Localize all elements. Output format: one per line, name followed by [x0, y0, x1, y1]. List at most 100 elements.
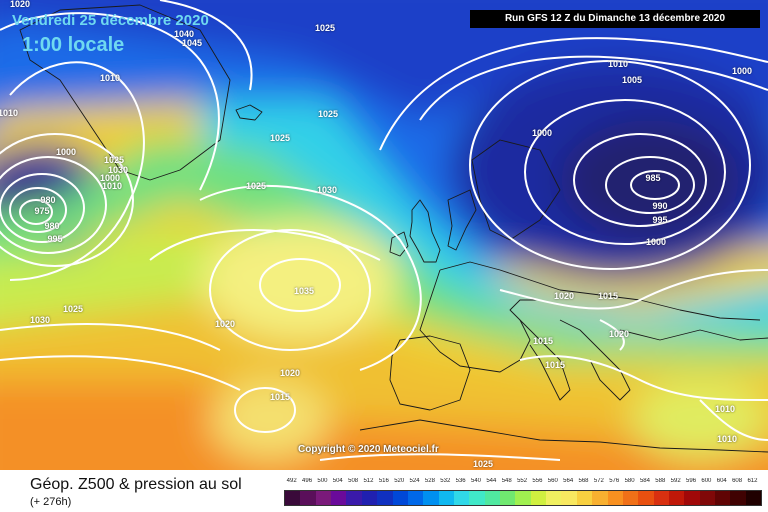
colorbar-swatch: [331, 491, 347, 505]
colorbar-swatch: [469, 491, 485, 505]
pressure-label: 1030: [107, 165, 129, 175]
colorbar-tick-label: 580: [624, 478, 635, 484]
pressure-label: 1025: [317, 109, 339, 119]
pressure-label: 1000: [731, 66, 753, 76]
pressure-label: 975: [34, 206, 50, 216]
forecast-lead-time: (+ 276h): [30, 496, 72, 508]
pressure-label: 1030: [316, 185, 338, 195]
colorbar-tick-label: 588: [655, 478, 666, 484]
colorbar-swatch: [638, 491, 654, 505]
colorbar-swatch: [500, 491, 516, 505]
colorbar-tick-label: 556: [532, 478, 543, 484]
colorbar-tick-label: 584: [639, 478, 650, 484]
colorbar-tick-label: 596: [686, 478, 697, 484]
colorbar-tick-label: 548: [501, 478, 512, 484]
pressure-label: 1025: [314, 23, 336, 33]
pressure-label: 1000: [55, 147, 77, 157]
colorbar-tick-label: 528: [424, 478, 435, 484]
pressure-label: 1020: [9, 0, 31, 9]
pressure-label: 1000: [99, 173, 121, 183]
colorbar-swatch: [530, 491, 547, 505]
pressure-label: 1020: [214, 319, 236, 329]
pressure-label: 1025: [269, 133, 291, 143]
colorbar-swatch: [668, 491, 685, 505]
colorbar-swatch: [699, 491, 716, 505]
colorbar-tick-label: 600: [701, 478, 712, 484]
pressure-label: 1010: [99, 73, 121, 83]
colorbar-tick-label: 492: [286, 478, 297, 484]
colorbar-tick-label: 536: [455, 478, 466, 484]
colorbar-swatch: [346, 491, 362, 505]
map-canvas: [0, 0, 768, 470]
pressure-label: 1015: [532, 336, 554, 346]
colorbar-swatch: [361, 491, 378, 505]
pressure-label: 995: [652, 215, 668, 225]
pressure-label: 1040: [173, 29, 195, 39]
colorbar-swatch: [592, 491, 608, 505]
pressure-label: 1010: [101, 181, 123, 191]
pressure-label: 1015: [544, 360, 566, 370]
pressure-label: 1045: [181, 38, 203, 48]
colorbar-swatch: [684, 491, 700, 505]
colorbar-tick-label: 572: [593, 478, 604, 484]
colorbar-swatch: [607, 491, 623, 505]
pressure-label: 1020: [608, 329, 630, 339]
pressure-label: 1025: [62, 304, 84, 314]
colorbar-tick-label: 500: [317, 478, 328, 484]
colorbar-tick-label: 512: [363, 478, 374, 484]
colorbar-tick-label: 516: [378, 478, 389, 484]
colorbar-tick-label: 504: [332, 478, 343, 484]
colorbar-swatch: [515, 491, 531, 505]
colorbar-tick-label: 568: [578, 478, 589, 484]
forecast-time: 1:00 locale: [22, 34, 125, 56]
colorbar-tick-label: 508: [348, 478, 359, 484]
colorbar-swatch: [438, 491, 454, 505]
pressure-label: 1010: [607, 59, 629, 69]
run-info-banner: Run GFS 12 Z du Dimanche 13 décembre 202…: [470, 10, 760, 28]
colorbar-swatch: [484, 491, 501, 505]
colorbar-tick-label: 540: [470, 478, 481, 484]
forecast-map: Vendredi 25 décembre 2020 1:00 locale Ru…: [0, 0, 768, 470]
colorbar-swatch: [407, 491, 424, 505]
colorbar-tick-label: 592: [670, 478, 681, 484]
colorbar-swatch: [561, 491, 577, 505]
pressure-label: 1035: [293, 286, 315, 296]
pressure-label: 1030: [29, 315, 51, 325]
pressure-label: 1025: [245, 181, 267, 191]
colorbar-swatch: [392, 491, 408, 505]
pressure-label: 1015: [269, 392, 291, 402]
colorbar-tick-label: 604: [716, 478, 727, 484]
pressure-label: 980: [44, 221, 60, 231]
colorbar-tick-label: 552: [517, 478, 528, 484]
pressure-label: 980: [40, 195, 56, 205]
pressure-label: 1010: [0, 108, 19, 118]
pressure-label: 995: [47, 234, 63, 244]
pressure-label: 1010: [716, 434, 738, 444]
pressure-label: 1025: [103, 155, 125, 165]
pressure-label: 1010: [714, 404, 736, 414]
pressure-label: 1025: [472, 459, 494, 469]
colorbar-labels: 492 496 500 504 508 512 516 520 524 528 532 536 540 5…: [284, 478, 760, 488]
pressure-label: 1005: [621, 75, 643, 85]
pressure-label: 985: [645, 173, 661, 183]
colorbar-swatch: [300, 491, 316, 505]
colorbar-swatch: [315, 491, 332, 505]
pressure-label: 1020: [553, 291, 575, 301]
product-title: Géop. Z500 & pression au sol: [30, 476, 242, 493]
pressure-label: 1000: [645, 237, 667, 247]
colorbar-tick-label: 496: [302, 478, 313, 484]
colorbar-swatch: [730, 491, 746, 505]
colorbar-tick-label: 544: [486, 478, 497, 484]
colorbar-swatch: [453, 491, 470, 505]
colorbar-tick-label: 576: [609, 478, 620, 484]
colorbar-tick-label: 524: [409, 478, 420, 484]
pressure-label: 1000: [531, 128, 553, 138]
isobars: [0, 0, 768, 460]
colorbar-swatch: [715, 491, 731, 505]
forecast-date: Vendredi 25 décembre 2020: [12, 12, 209, 29]
colorbar-swatch: [546, 491, 562, 505]
pressure-label: 1015: [597, 291, 619, 301]
colorbar-tick-label: 532: [440, 478, 451, 484]
colorbar: [284, 490, 762, 506]
colorbar-swatch: [423, 491, 439, 505]
